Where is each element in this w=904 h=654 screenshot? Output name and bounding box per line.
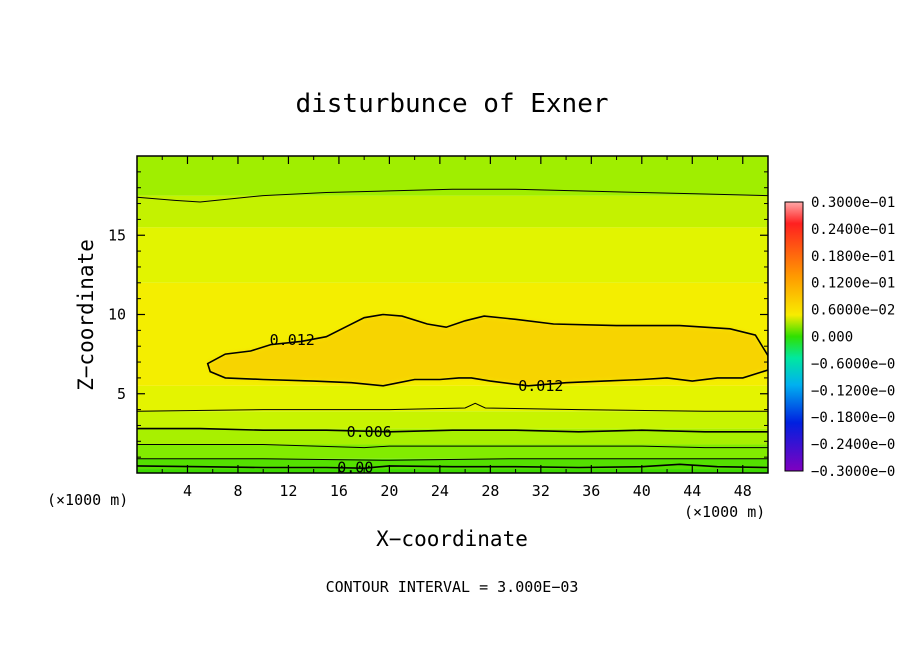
field-band-0 <box>137 469 768 473</box>
x-tick-label-8: 36 <box>582 482 600 500</box>
contour-line-0 <box>206 313 768 387</box>
contour-label-1: 0.012 <box>518 377 563 395</box>
field-band-3 <box>137 428 768 445</box>
contour-label-3: 0.00 <box>337 458 373 476</box>
x-tick-label-1: 8 <box>233 482 242 500</box>
contour-line-1 <box>137 427 768 433</box>
colorbar-label-4: 0.6000e−02 <box>811 303 895 319</box>
colorbar-gradient <box>784 201 804 472</box>
field-core <box>207 314 768 386</box>
contour-line-3 <box>137 188 768 203</box>
x-axis-ticks: 4 8 12 16 20 24 28 32 36 40 44 48 <box>161 156 752 500</box>
contour-label-2: 0.006 <box>347 423 392 441</box>
contour-line-2 <box>137 463 768 470</box>
y-tick-label-0: 5 <box>117 385 126 403</box>
x-tick-label-4: 20 <box>380 482 398 500</box>
x-tick-label-2: 12 <box>279 482 297 500</box>
colorbar-label-7: −0.1200e−0 <box>811 383 895 399</box>
colorbar: 0.3000e−01 0.2400e−01 0.1800e−01 0.1200e−01… <box>784 195 895 480</box>
y-axis-ticks: 5 10 15 <box>108 171 768 458</box>
x-unit-label-right: (×1000 m) <box>684 503 765 521</box>
chart-title: disturbunce of Exner <box>295 89 608 119</box>
y-axis-title: Z−coordinate <box>74 239 98 391</box>
field-layer <box>137 156 768 473</box>
field-band-2 <box>137 444 768 459</box>
contour-layer <box>137 188 768 470</box>
contour-line-5 <box>137 444 768 449</box>
colorbar-label-1: 0.2400e−01 <box>811 222 895 238</box>
colorbar-label-8: −0.1800e−0 <box>811 410 895 426</box>
x-tick-label-0: 4 <box>183 482 192 500</box>
x-tick-label-10: 44 <box>683 482 701 500</box>
x-tick-label-5: 24 <box>431 482 449 500</box>
field-band-7 <box>137 227 768 283</box>
colorbar-label-9: −0.2400e−0 <box>811 437 895 453</box>
colorbar-labels: 0.3000e−01 0.2400e−01 0.1800e−01 0.1200e−01… <box>811 195 895 480</box>
field-band-4 <box>137 411 768 429</box>
x-tick-label-9: 40 <box>633 482 651 500</box>
x-tick-label-11: 48 <box>734 482 752 500</box>
field-band-8 <box>137 195 768 228</box>
x-tick-label-7: 32 <box>532 482 550 500</box>
field-band-1 <box>137 458 768 470</box>
contour-interval-note: CONTOUR INTERVAL = 3.000E−03 <box>326 578 579 596</box>
x-unit-label-left: (×1000 m) <box>47 491 128 509</box>
x-tick-label-3: 16 <box>330 482 348 500</box>
colorbar-label-10: −0.3000e−0 <box>811 464 895 480</box>
x-axis-title: X−coordinate <box>376 527 528 551</box>
colorbar-label-0: 0.3000e−01 <box>811 195 895 211</box>
y-tick-label-2: 15 <box>108 226 126 244</box>
contour-line-4 <box>137 402 768 412</box>
colorbar-label-5: 0.000 <box>811 330 853 346</box>
x-tick-label-6: 28 <box>481 482 499 500</box>
field-band-5 <box>137 385 768 412</box>
contour-line-6 <box>137 458 768 461</box>
colorbar-label-3: 0.1200e−01 <box>811 276 895 292</box>
colorbar-label-6: −0.6000e−0 <box>811 356 895 372</box>
contour-label-0: 0.012 <box>270 331 315 349</box>
y-tick-label-1: 10 <box>108 306 126 324</box>
colorbar-label-2: 0.1800e−01 <box>811 249 895 265</box>
